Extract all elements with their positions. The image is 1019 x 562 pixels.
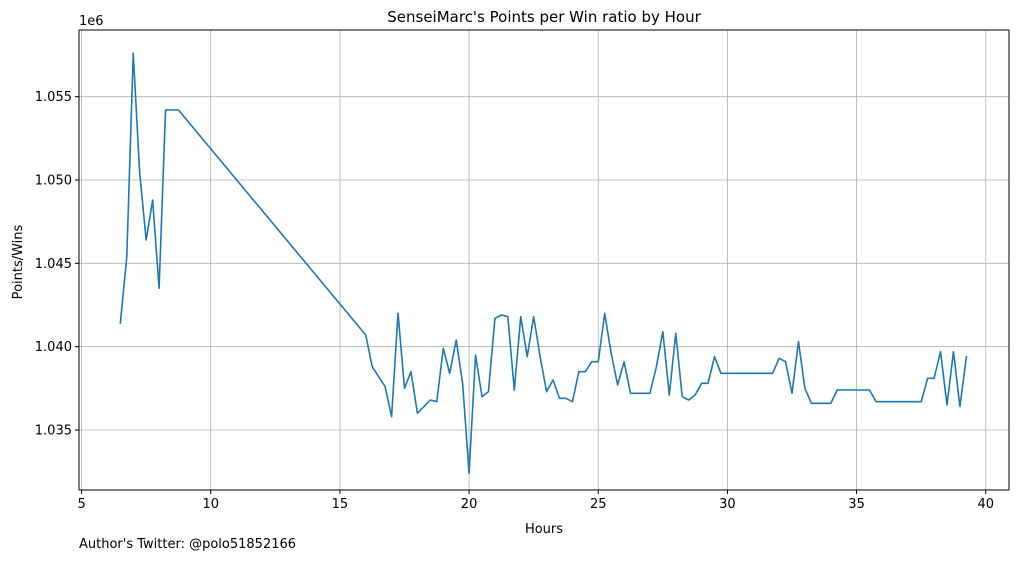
data-layer (119, 52, 968, 475)
y-tick-label: 1.035 (35, 424, 72, 439)
x-tick-label: 10 (202, 497, 219, 512)
x-tick-label: 20 (461, 497, 478, 512)
y-tick-label: 1.050 (35, 174, 72, 189)
chart-title: SenseiMarc's Points per Win ratio by Hou… (387, 8, 701, 26)
grid-lines (79, 30, 1009, 490)
x-tick-label: 5 (77, 497, 85, 512)
x-tick-label: 30 (719, 497, 736, 512)
x-tick-label: 35 (848, 497, 865, 512)
y-tick-label: 1.055 (35, 90, 72, 105)
y-tick-label: 1.040 (35, 340, 72, 355)
x-tick-label: 15 (332, 497, 349, 512)
x-axis-label: Hours (525, 522, 563, 537)
x-axis-ticks: 5 10 15 20 25 30 35 40 (77, 490, 994, 512)
y-axis-label: Points/Wins (11, 224, 26, 299)
author-credit: Author's Twitter: @polo51852166 (79, 537, 297, 552)
plot-frame (78, 29, 1010, 491)
x-tick-label: 40 (977, 497, 994, 512)
y-axis-offset-label: 1e6 (79, 14, 104, 29)
series-line (119, 52, 968, 475)
y-axis-ticks: 1.035 1.040 1.045 1.050 1.055 (35, 90, 79, 439)
x-tick-label: 25 (590, 497, 607, 512)
y-tick-label: 1.045 (35, 257, 72, 272)
